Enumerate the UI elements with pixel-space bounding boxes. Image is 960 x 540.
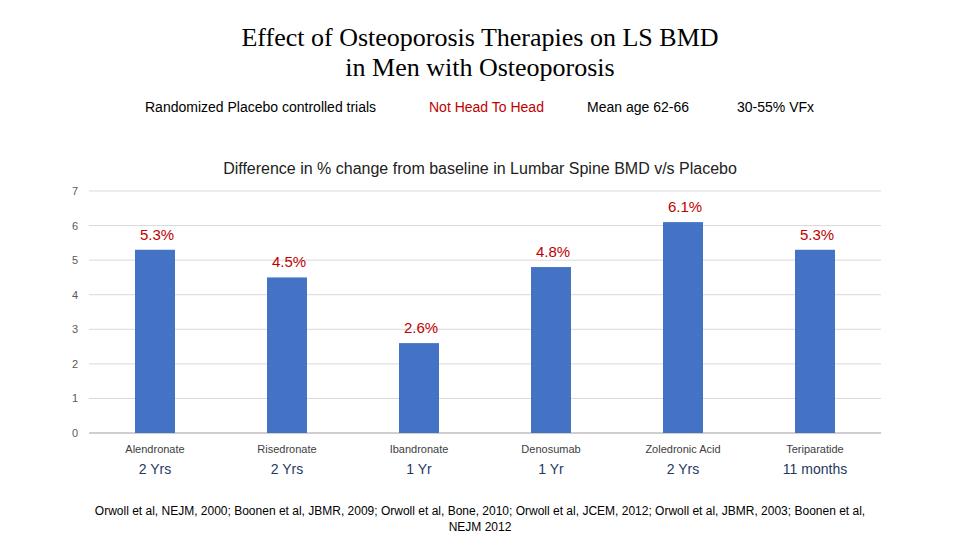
y-tick-label: 2 <box>72 358 78 370</box>
grid-line <box>89 260 881 261</box>
subtitle: Difference in % change from baseline in … <box>223 160 737 177</box>
y-tick-label: 1 <box>72 392 78 404</box>
x-tick-label: Zoledronic Acid <box>645 443 720 455</box>
bar <box>399 343 439 433</box>
grid-line <box>89 225 881 226</box>
x-axis-line <box>89 433 881 434</box>
data-label: 4.8% <box>536 243 570 260</box>
data-label: 2.6% <box>404 319 438 336</box>
source: NEJM 2012 <box>449 520 512 534</box>
header-note: Randomized Placebo controlled trials <box>145 99 376 115</box>
bar <box>267 277 307 433</box>
x-tick-label: Alendronate <box>125 443 184 455</box>
header-note: 30-55% VFx <box>737 99 814 115</box>
title: in Men with Osteoporosis <box>345 53 614 82</box>
y-tick-label: 5 <box>72 254 78 266</box>
y-tick-label: 0 <box>72 427 78 439</box>
duration-label: 2 Yrs <box>271 461 303 477</box>
y-tick-label: 4 <box>72 289 78 301</box>
page: {"chart_data": { "type": "bar", "title":… <box>0 0 960 540</box>
bar <box>663 222 703 433</box>
grid-line <box>89 398 881 399</box>
title: Effect of Osteoporosis Therapies on LS B… <box>241 23 718 52</box>
data-label: 5.3% <box>800 226 834 243</box>
duration-label: 11 months <box>783 461 847 477</box>
y-tick-label: 3 <box>72 323 78 335</box>
header-note: Not Head To Head <box>429 99 544 115</box>
bar <box>531 267 571 433</box>
header-note: Mean age 62-66 <box>587 99 689 115</box>
chart: Effect of Osteoporosis Therapies on LS B… <box>0 0 960 540</box>
bar <box>135 250 175 433</box>
duration-label: 2 Yrs <box>139 461 171 477</box>
data-label: 4.5% <box>272 253 306 270</box>
data-label: 5.3% <box>140 226 174 243</box>
grid-line <box>89 329 881 330</box>
duration-label: 2 Yrs <box>667 461 699 477</box>
grid-line <box>89 433 881 434</box>
duration-label: 1 Yr <box>538 461 564 477</box>
y-tick-label: 7 <box>72 185 78 197</box>
data-label: 6.1% <box>668 198 702 215</box>
y-tick-label: 6 <box>72 220 78 232</box>
source: Orwoll et al, NEJM, 2000; Boonen et al, … <box>95 504 865 518</box>
x-tick-label: Ibandronate <box>390 443 449 455</box>
grid-line <box>89 363 881 364</box>
duration-label: 1 Yr <box>406 461 432 477</box>
x-tick-label: Risedronate <box>257 443 316 455</box>
grid-line <box>89 191 881 192</box>
bars <box>135 222 835 433</box>
x-tick-label: Denosumab <box>521 443 580 455</box>
bar <box>795 250 835 433</box>
x-tick-label: Teriparatide <box>786 443 843 455</box>
grid-line <box>89 294 881 295</box>
